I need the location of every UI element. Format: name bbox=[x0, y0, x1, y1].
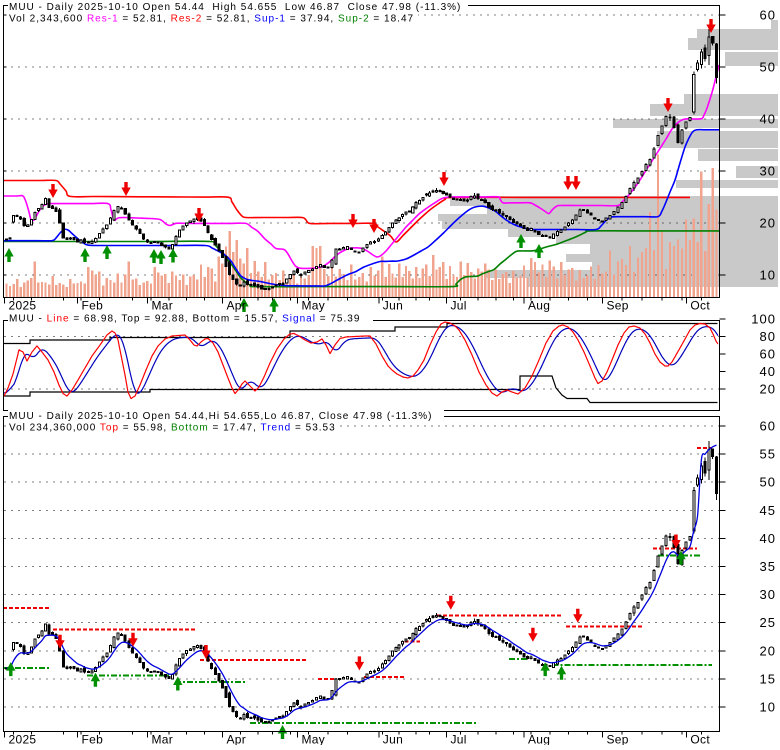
svg-text:20: 20 bbox=[760, 216, 776, 231]
svg-text:Jul: Jul bbox=[451, 299, 467, 313]
svg-text:Vol 234,360,000 Top = 55.98, B: Vol 234,360,000 Top = 55.98, Bottom = 17… bbox=[9, 423, 336, 434]
svg-text:May: May bbox=[302, 299, 326, 313]
svg-text:Jun: Jun bbox=[383, 299, 403, 313]
svg-text:Feb: Feb bbox=[82, 299, 104, 313]
svg-text:25: 25 bbox=[760, 615, 776, 630]
svg-text:50: 50 bbox=[760, 60, 776, 75]
svg-text:45: 45 bbox=[760, 503, 776, 518]
svg-text:30: 30 bbox=[760, 587, 776, 602]
svg-text:15: 15 bbox=[760, 671, 776, 686]
svg-text:Jul: Jul bbox=[451, 733, 467, 746]
svg-text:50: 50 bbox=[760, 475, 776, 490]
svg-text:40: 40 bbox=[760, 112, 776, 127]
svg-text:100: 100 bbox=[751, 312, 776, 327]
svg-text:2025: 2025 bbox=[9, 733, 37, 746]
svg-text:Apr: Apr bbox=[227, 299, 247, 313]
svg-text:Vol 2,343,600 Res-1 = 52.81, R: Vol 2,343,600 Res-1 = 52.81, Res-2 = 52.… bbox=[9, 14, 414, 25]
svg-text:MUU - Daily 2025-10-10 Open 54: MUU - Daily 2025-10-10 Open 54.44 High 5… bbox=[9, 2, 461, 13]
svg-text:MUU - Daily 2025-10-10 Open 54: MUU - Daily 2025-10-10 Open 54.44,Hi 54.… bbox=[9, 411, 432, 422]
svg-text:10: 10 bbox=[760, 700, 776, 715]
svg-text:60: 60 bbox=[760, 8, 776, 23]
svg-text:40: 40 bbox=[760, 531, 776, 546]
svg-text:Jun: Jun bbox=[383, 733, 403, 746]
svg-text:80: 80 bbox=[760, 329, 776, 344]
svg-text:Feb: Feb bbox=[82, 733, 104, 746]
svg-text:40: 40 bbox=[760, 364, 776, 379]
svg-text:60: 60 bbox=[760, 347, 776, 362]
svg-text:20: 20 bbox=[760, 382, 776, 397]
svg-text:Oct: Oct bbox=[690, 299, 710, 313]
svg-text:Apr: Apr bbox=[227, 733, 247, 746]
svg-text:Sep: Sep bbox=[607, 733, 629, 746]
svg-text:MUU - Line = 68.98, Top = 92.8: MUU - Line = 68.98, Top = 92.88, Bottom … bbox=[9, 314, 360, 325]
svg-text:20: 20 bbox=[760, 643, 776, 658]
svg-text:Mar: Mar bbox=[152, 733, 174, 746]
svg-text:Mar: Mar bbox=[152, 299, 174, 313]
svg-text:35: 35 bbox=[760, 559, 776, 574]
svg-text:10: 10 bbox=[760, 268, 776, 283]
svg-text:Aug: Aug bbox=[528, 299, 550, 313]
svg-text:2025: 2025 bbox=[9, 299, 37, 313]
svg-text:Oct: Oct bbox=[690, 733, 710, 746]
svg-text:30: 30 bbox=[760, 164, 776, 179]
svg-text:Sep: Sep bbox=[607, 299, 629, 313]
svg-text:55: 55 bbox=[760, 447, 776, 462]
svg-text:May: May bbox=[302, 733, 326, 746]
svg-text:Aug: Aug bbox=[528, 733, 550, 746]
svg-text:60: 60 bbox=[760, 419, 776, 434]
